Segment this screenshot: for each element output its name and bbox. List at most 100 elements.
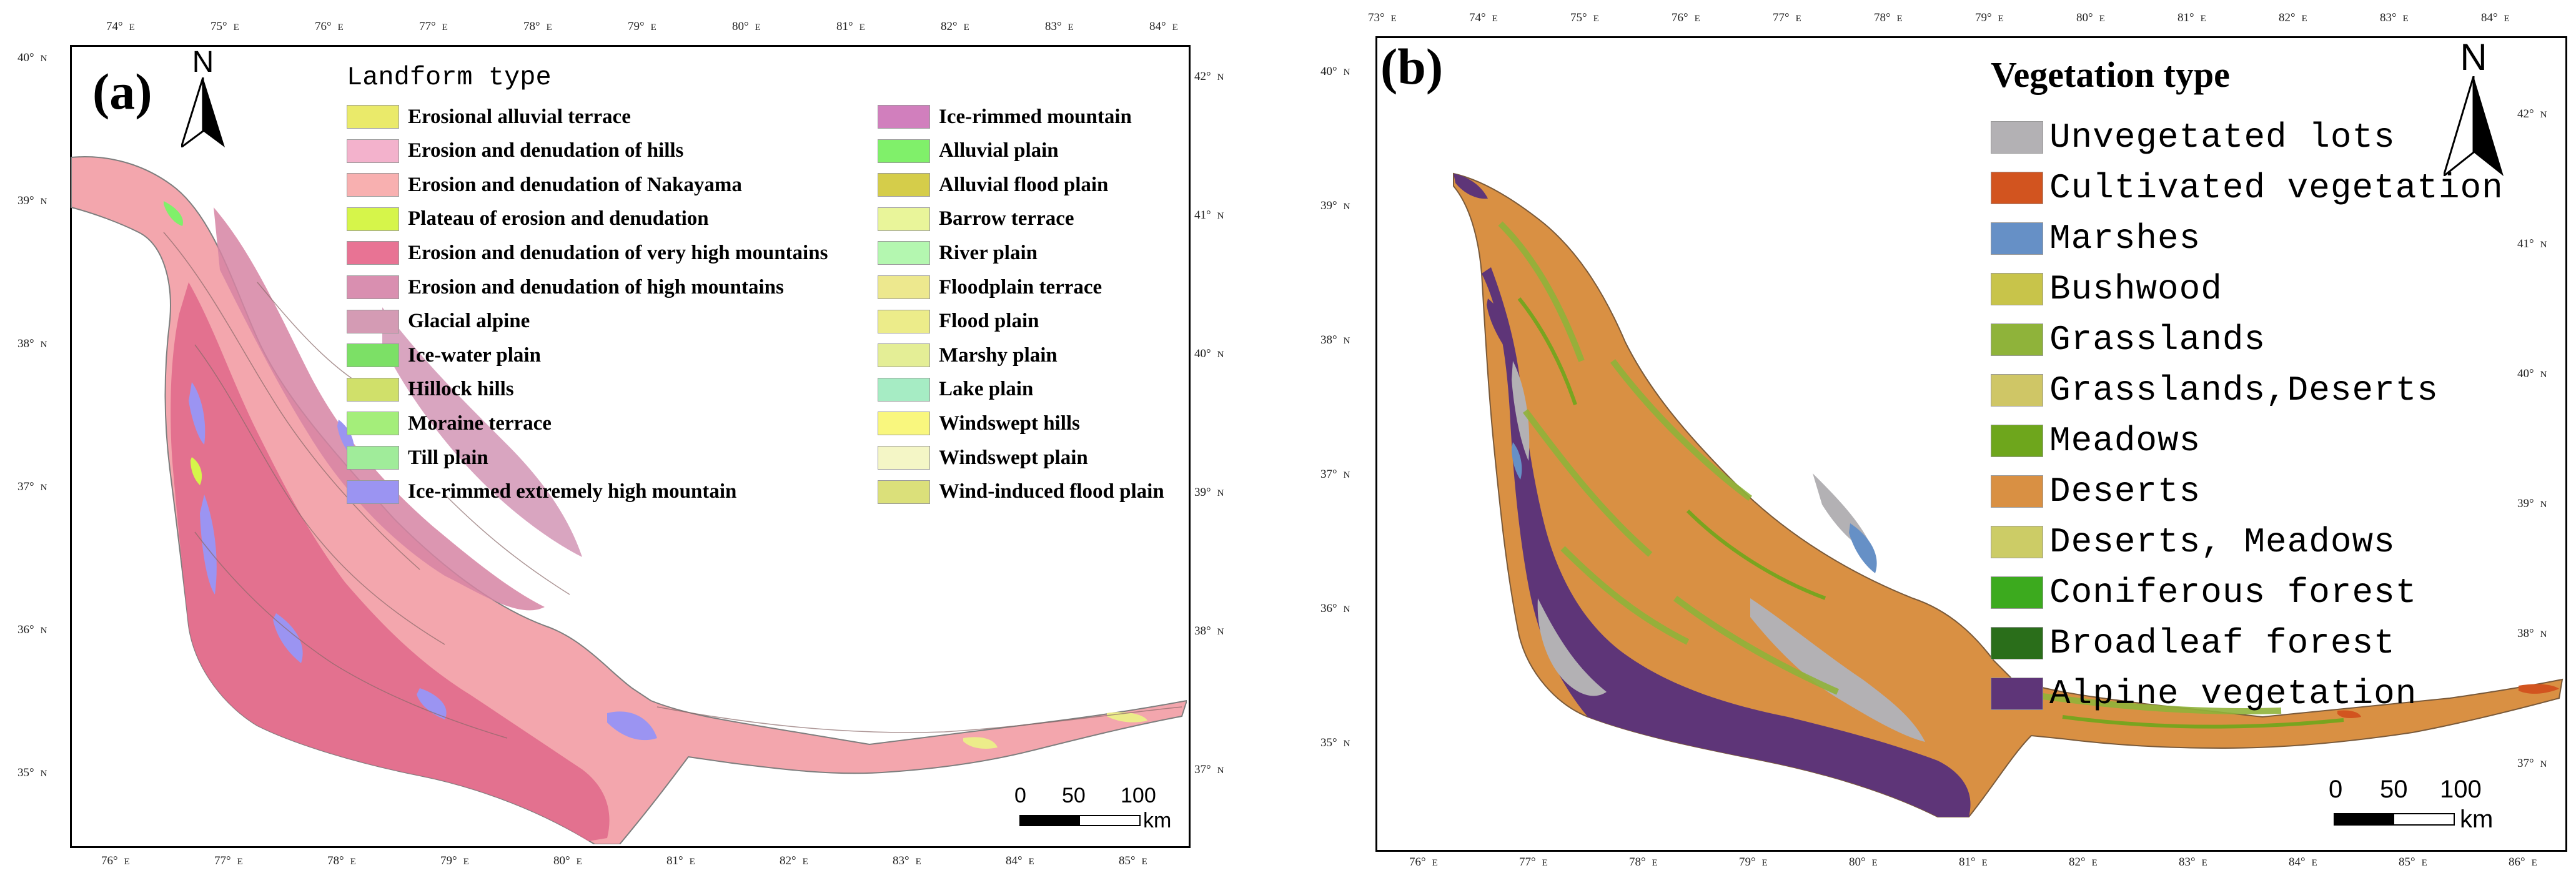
legend-item: Cultivated vegetation [1991,168,2504,208]
legend-item: Hillock hills [347,377,514,402]
legend-swatch [1991,374,2043,407]
longitude-tick-label: 78° E [327,854,356,867]
longitude-tick-label: 84° E [1149,20,1178,33]
longitude-tick-label: 80° E [553,854,582,867]
scale-label: 0 [1014,784,1026,807]
longitude-tick-label: 77° E [419,20,448,33]
longitude-tick-label: 73° E [1368,11,1397,24]
longitude-tick-label: 81° E [1959,856,1988,869]
legend-swatch [347,173,399,197]
latitude-tick-label: 37° N [1194,763,1224,776]
legend-item: Marshy plain [878,343,1058,368]
alpine-vegetation-zone [1482,267,1971,817]
scale-bar-a: 0 50 100 km [1013,784,1176,834]
legend-swatch [347,480,399,504]
ice-rimmed-patch [417,688,447,719]
legend-item: Unvegetated lots [1991,117,2395,157]
legend-label: Grasslands,Deserts [2049,370,2439,410]
latitude-tick-label: 38° N [2517,627,2547,640]
legend-item: Marshes [1991,219,2201,259]
north-arrow-a: N [179,47,225,150]
legend-item: Barrow terrace [878,207,1074,231]
latitude-tick-label: 39° N [2517,497,2547,510]
legend-label: Deserts [2049,471,2201,511]
legend-item: Ice-water plain [347,343,541,368]
legend-item: Flood plain [878,309,1039,333]
longitude-tick-label: 79° E [1975,11,2004,24]
legend-title-a: Landform type [347,62,552,92]
legend-label: Hillock hills [408,378,514,401]
legend-swatch [878,343,930,368]
legend-item: Deserts, Meadows [1991,522,2395,562]
scale-bar-segment [1021,816,1080,825]
longitude-tick-label: 79° E [628,20,656,33]
legend-swatch [878,207,930,231]
plain-patch [963,737,998,749]
longitude-tick-label: 82° E [941,20,969,33]
legend-item: Glacial alpine [347,309,530,333]
longitude-tick-label: 76° E [1672,11,1700,24]
legend-swatch [1991,425,2043,457]
legend-label: Ice-rimmed extremely high mountain [408,480,737,503]
legend-label: Unvegetated lots [2049,117,2395,157]
legend-item: Ice-rimmed extremely high mountain [347,480,736,504]
legend-item: Windswept hills [878,412,1080,436]
legend-swatch [347,412,399,436]
latitude-tick-label: 37° N [17,480,47,493]
legend-item: Ice-rimmed mountain [878,105,1132,129]
scale-bar-segment [2335,814,2394,824]
scale-unit: km [1143,809,1172,832]
legend-label: Barrow terrace [939,207,1074,230]
longitude-tick-label: 80° E [1849,856,1878,869]
legend-label: Erosion and denudation of high mountains [408,275,784,298]
legend-label: Flood plain [939,310,1039,333]
legend-swatch [347,275,399,299]
latitude-tick-label: 38° N [17,337,47,350]
legend-label: Marshy plain [939,343,1058,367]
legend-label: Deserts, Meadows [2049,522,2395,562]
legend-item: River plain [878,241,1038,265]
legend-label: Erosional alluvial terrace [408,105,631,128]
longitude-tick-label: 81° E [666,854,695,867]
latitude-tick-label: 39° N [17,194,47,207]
longitude-tick-label: 84° E [2481,11,2510,24]
legend-swatch [347,343,399,368]
legend-item: Broadleaf forest [1991,623,2395,663]
latitude-tick-label: 40° N [2517,367,2547,380]
legend-title-b: Vegetation type [1991,54,2230,95]
legend-item: Alpine vegetation [1991,674,2417,714]
legend-item: Bushwood [1991,269,2222,309]
latitude-tick-label: 39° N [1194,486,1224,499]
latitude-tick-label: 41° N [1194,209,1224,222]
longitude-tick-label: 80° E [732,20,761,33]
cultivated-patch [2519,684,2559,694]
longitude-tick-label: 81° E [2177,11,2206,24]
legend-item: Wind-induced flood plain [878,480,1164,504]
longitude-tick-label: 83° E [1045,20,1074,33]
legend-swatch [878,377,930,402]
legend-swatch [1991,222,2043,255]
meadow-streaks [1517,297,2344,729]
legend-item: Erosional alluvial terrace [347,105,631,129]
legend-item: Floodplain terrace [878,275,1102,299]
legend-label: Marshes [2049,219,2201,259]
unvegetated-zone [1750,598,1925,742]
legend-label: Lake plain [939,378,1034,401]
latitude-tick-label: 40° N [1194,347,1224,360]
legend-swatch [878,275,930,299]
legend-swatch [347,446,399,470]
legend-item: Meadows [1991,421,2201,461]
longitude-tick-label: 86° E [2509,856,2537,869]
legend-label: Erosion and denudation of hills [408,139,684,162]
legend-swatch [347,309,399,333]
longitude-tick-label: 83° E [2380,11,2409,24]
legend-swatch [347,105,399,129]
cultivated-patch [2337,710,2361,719]
legend-item: Lake plain [878,377,1034,402]
north-label-b: N [2460,36,2487,78]
legend-swatch [1991,475,2043,508]
north-arrow-icon [2442,76,2504,179]
unvegetated-zone [1537,598,1607,696]
north-arrow-b: N [2442,36,2504,179]
legend-item: Plateau of erosion and denudation [347,207,709,231]
